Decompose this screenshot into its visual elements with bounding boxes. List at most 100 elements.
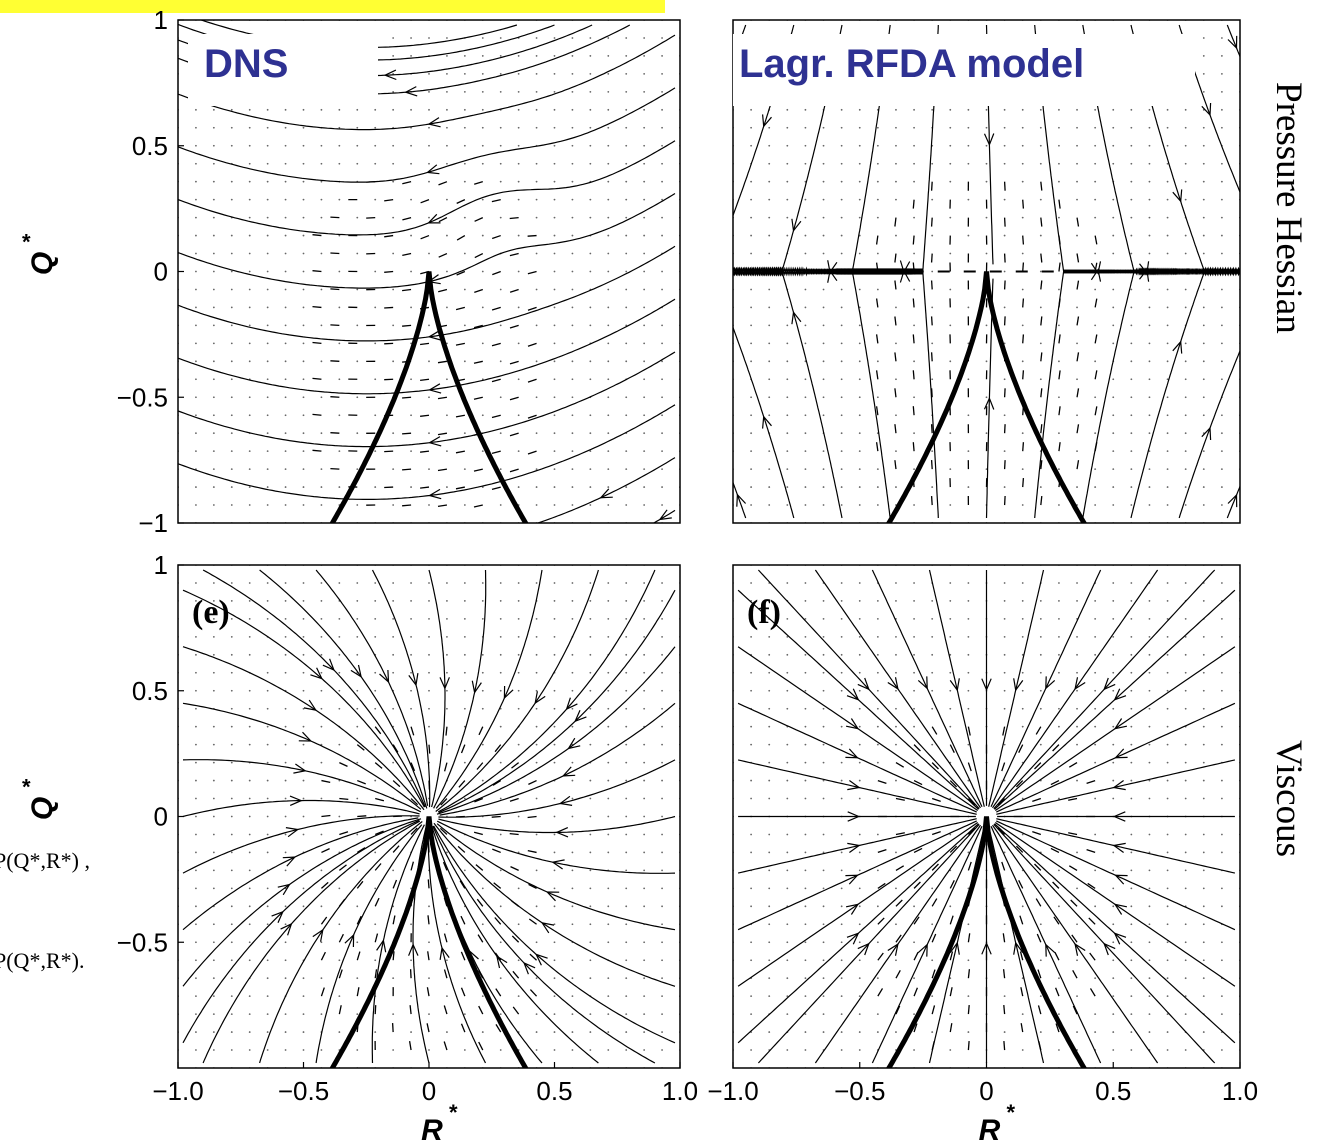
grid-dot [302,450,305,453]
grid-dot [499,504,502,506]
grid-dot [931,378,934,381]
grid-dot [786,450,789,453]
grid-dot [589,725,592,728]
stream-arrowhead [1172,340,1183,354]
grid-dot [428,689,430,692]
grid-dot [643,941,646,944]
grid-dot [302,414,305,417]
grid-dot [212,743,215,746]
grid-dot [284,941,287,944]
grid-dot [786,887,789,890]
grid-dot [589,468,592,471]
stream-arrowhead [887,677,899,691]
grid-dot [410,378,412,381]
vector-arrow [1022,262,1025,272]
grid-dot [607,797,610,800]
grid-dot [302,288,305,291]
grid-dot [212,833,215,836]
grid-dot [822,450,825,453]
grid-dot [768,180,771,183]
grid-dot [320,582,323,584]
stream-arrowhead [857,942,870,956]
grid-dot [625,108,628,111]
grid-dot [248,582,251,584]
vector-arrow [1076,280,1080,290]
stream-arrowhead [736,493,747,507]
grid-dot [535,635,538,638]
grid-dot [446,414,448,417]
grid-dot [195,582,197,584]
stream-arrowhead [1139,268,1150,282]
grid-dot [1130,761,1133,764]
grid-dot [517,486,520,488]
grid-dot [949,833,952,836]
grid-dot [804,995,807,998]
grid-dot [661,833,663,836]
panel-letter-f: (f) [747,594,781,631]
row-label-pressure-hessian: Pressure Hessian [1268,82,1309,334]
grid-dot [786,306,789,309]
vector-arrow [1040,181,1043,191]
grid-dot [338,486,341,488]
grid-dot [248,959,251,962]
grid-dot [750,671,753,674]
grid-dot [230,959,233,962]
vector-arrow [912,406,915,416]
grid-dot [248,234,251,237]
grid-dot [661,198,663,201]
streamline [315,824,423,1064]
grid-dot [392,360,395,363]
grid-dot [1184,743,1187,746]
grid-dot [607,851,610,854]
grid-dot [1202,414,1205,417]
grid-dot [607,671,610,674]
grid-dot [804,707,807,710]
grid-dot [822,324,825,327]
grid-dot [625,671,628,674]
grid-dot [1130,378,1133,381]
grid-dot [248,653,251,656]
vector-arrow [931,969,936,979]
vector-arrow [374,762,383,769]
grid-dot [967,234,970,237]
grid-dot [786,959,789,962]
vector-arrow [1022,298,1025,308]
grid-dot [1003,689,1006,692]
grid-dot [374,198,377,201]
x-tick-label: −1.0 [152,1076,203,1106]
grid-dot [858,252,861,255]
grid-dot [266,941,269,944]
vector-arrow [509,216,519,220]
vector-arrow [912,298,915,308]
grid-dot [230,144,233,147]
grid-dot [804,288,807,291]
grid-dot [661,653,663,656]
stream-arrowhead [285,827,300,838]
grid-dot [1112,1013,1115,1016]
grid-dot [1166,126,1169,129]
grid-dot [876,671,879,674]
vector-arrow [1040,217,1043,227]
grid-dot [517,144,520,147]
grid-dot [913,977,915,980]
grid-dot [553,288,556,291]
grid-dot [195,761,197,764]
streamline [1226,24,1240,59]
vector-arrow [374,726,382,735]
vector-arrow [491,378,501,383]
grid-dot [230,126,233,129]
vector-arrow [320,987,325,997]
grid-dot [967,779,970,782]
grid-dot [266,432,269,435]
vector-arrow [949,744,955,753]
grid-dot [374,108,377,111]
grid-dot [230,905,233,908]
grid-dot [499,55,502,57]
grid-dot [804,959,807,962]
grid-dot [428,144,430,147]
grid-dot [786,653,789,656]
grid-dot [625,144,628,147]
grid-dot [840,1031,843,1033]
grid-dot [248,126,251,129]
grid-dot [913,725,915,728]
